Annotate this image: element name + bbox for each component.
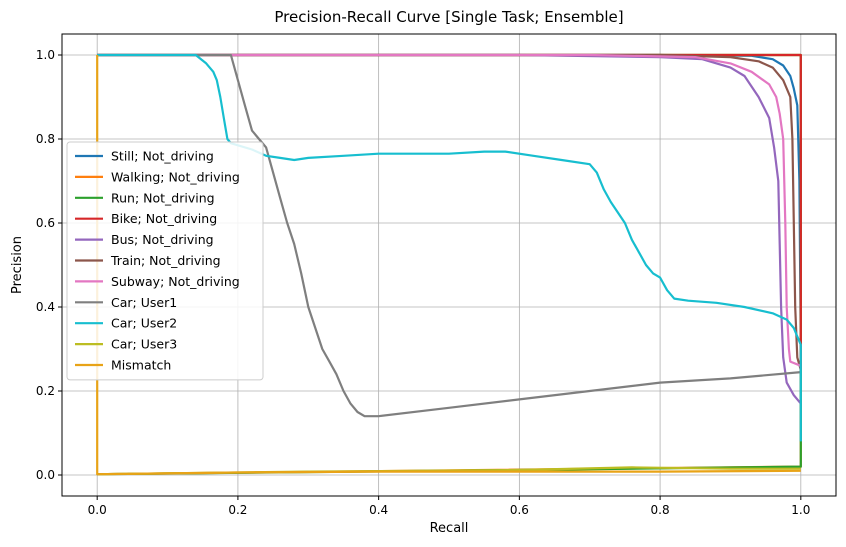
legend-label: Mismatch bbox=[111, 358, 171, 373]
legend-label: Car; User3 bbox=[111, 337, 177, 352]
x-tick-label: 1.0 bbox=[791, 503, 810, 517]
y-tick-label: 0.2 bbox=[36, 384, 55, 398]
y-tick-label: 0.4 bbox=[36, 300, 55, 314]
series-line-bus-not-driving bbox=[97, 53, 802, 405]
legend-label: Still; Not_driving bbox=[111, 149, 214, 164]
legend-label: Bus; Not_driving bbox=[111, 232, 214, 247]
y-tick-label: 0.0 bbox=[36, 468, 55, 482]
series-lines bbox=[96, 53, 802, 476]
legend-label: Walking; Not_driving bbox=[111, 169, 240, 184]
legend-label: Run; Not_driving bbox=[111, 190, 215, 205]
legend-label: Car; User1 bbox=[111, 295, 177, 310]
y-axis-label: Precision bbox=[10, 236, 25, 294]
x-tick-label: 0.0 bbox=[88, 503, 107, 517]
series-line-car-user2 bbox=[97, 53, 802, 442]
y-tick-label: 0.8 bbox=[36, 132, 55, 146]
series-line-subway-not-driving bbox=[97, 53, 802, 367]
y-tick-label: 1.0 bbox=[36, 48, 55, 62]
legend-box bbox=[66, 141, 264, 381]
y-tick-label: 0.6 bbox=[36, 216, 55, 230]
series-line-car-user1 bbox=[97, 53, 801, 418]
legend-label: Subway; Not_driving bbox=[111, 274, 240, 289]
chart-title: Precision-Recall Curve [Single Task; Ens… bbox=[274, 8, 623, 26]
series-line-mismatch bbox=[96, 55, 801, 476]
x-tick-label: 0.2 bbox=[228, 503, 247, 517]
axis-ticks: 0.0 0.2 0.4 0.6 0.8 1.0 0.0 0.2 0.4 0.6 0.8 1.0 bbox=[36, 48, 810, 517]
legend-label: Bike; Not_driving bbox=[111, 211, 217, 226]
legend-label: Car; User2 bbox=[111, 316, 177, 331]
series-line-train-not-driving bbox=[97, 53, 802, 371]
x-axis-label: Recall bbox=[430, 521, 469, 536]
x-tick-label: 0.4 bbox=[369, 503, 388, 517]
plot-frame bbox=[61, 33, 837, 497]
legend-label: Train; Not_driving bbox=[110, 253, 221, 268]
x-tick-label: 0.8 bbox=[651, 503, 670, 517]
legend: Still; Not_driving Walking; Not_driving Ru… bbox=[66, 141, 264, 381]
x-tick-label: 0.6 bbox=[510, 503, 529, 517]
